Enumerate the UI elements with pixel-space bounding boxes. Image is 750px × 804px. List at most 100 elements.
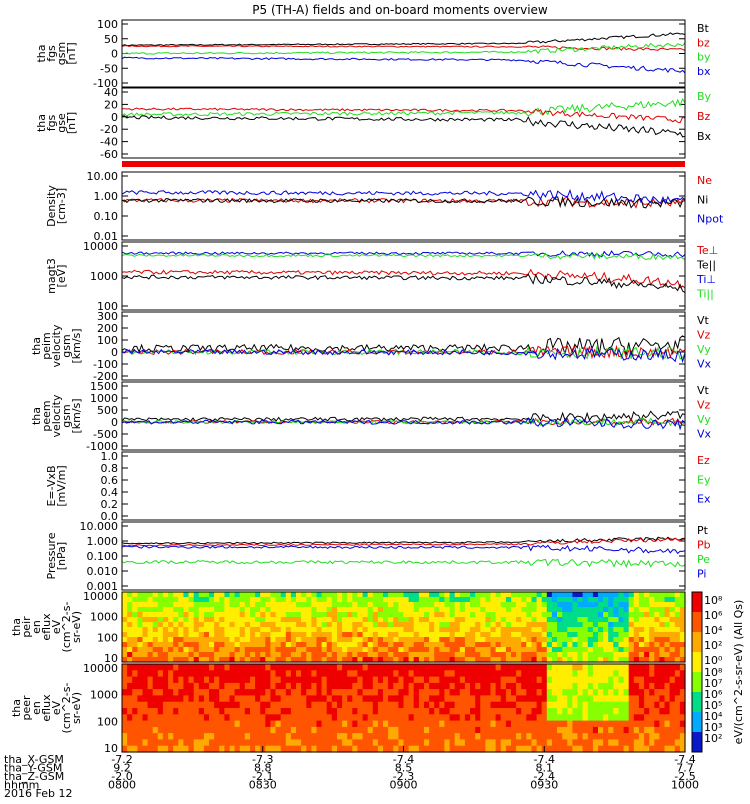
heatmap-cell (352, 632, 358, 638)
heatmap-cell (541, 676, 548, 684)
heatmap-cell (536, 627, 543, 633)
heatmap-cell (557, 689, 563, 696)
heatmap-cell (183, 622, 190, 628)
heatmap-cell (209, 657, 215, 663)
heatmap-cell (505, 622, 512, 628)
heatmap-cell (168, 726, 174, 734)
heatmap-cell (316, 682, 323, 690)
heatmap-cell (408, 642, 415, 648)
heatmap-cell (306, 664, 312, 671)
heatmap-cell (275, 622, 282, 628)
heatmap-cell (470, 607, 476, 613)
heatmap-cell (674, 602, 681, 608)
ytick-label: 1000 (90, 270, 118, 283)
heatmap-cell (490, 745, 497, 753)
heatmap-cell (331, 632, 338, 638)
heatmap-cell (301, 676, 307, 684)
heatmap-cell (367, 726, 374, 734)
heatmap-cell (623, 642, 630, 648)
heatmap-cell (659, 592, 666, 598)
heatmap-cell (239, 701, 246, 709)
heatmap-cell (383, 597, 389, 603)
heatmap-cell (270, 622, 277, 628)
heatmap-cell (582, 647, 589, 653)
heatmap-cell (316, 733, 323, 740)
heatmap-cell (582, 733, 589, 740)
heatmap-cell (357, 739, 364, 747)
heatmap-cell (633, 701, 640, 709)
heatmap-cell (633, 622, 640, 628)
heatmap-cell (198, 612, 205, 618)
heatmap-cell (250, 682, 256, 690)
heatmap-cell (229, 708, 236, 715)
heatmap-cell (388, 733, 394, 740)
heatmap-cell (219, 676, 225, 684)
heatmap-cell (413, 622, 420, 628)
heatmap-cell (598, 602, 604, 608)
heatmap-cell (592, 670, 599, 678)
heatmap-cell (122, 670, 128, 678)
heatmap-cell (613, 739, 619, 747)
heatmap-cell (475, 670, 481, 678)
heatmap-cell (664, 676, 671, 684)
heatmap-cell (275, 617, 282, 623)
heatmap-cell (188, 607, 195, 613)
heatmap-cell (562, 701, 568, 709)
heatmap-cell (572, 637, 579, 643)
heatmap-cell (526, 637, 532, 643)
heatmap-cell (546, 602, 553, 608)
heatmap-cell (132, 695, 138, 703)
heatmap-cell (152, 652, 159, 658)
heatmap-cell (541, 592, 548, 598)
heatmap-cell (260, 607, 266, 613)
heatmap-cell (342, 733, 348, 740)
heatmap-cell (454, 607, 461, 613)
heatmap-cell (669, 670, 676, 678)
heatmap-cell (618, 676, 625, 684)
heatmap-cell (633, 726, 640, 734)
heatmap-cell (587, 617, 594, 623)
heatmap-cell (398, 664, 405, 671)
heatmap-cell (270, 657, 277, 663)
heatmap-cell (244, 664, 251, 671)
heatmap-cell (285, 657, 292, 663)
heatmap-cell (265, 726, 271, 734)
heatmap-cell (209, 726, 215, 734)
heatmap-cell (439, 617, 445, 623)
heatmap-cell (193, 745, 200, 753)
heatmap-cell (470, 657, 476, 663)
heatmap-cell (638, 682, 645, 690)
heatmap-cell (541, 617, 548, 623)
heatmap-cell (454, 739, 461, 747)
heatmap-cell (613, 652, 619, 658)
heatmap-cell (659, 652, 666, 658)
heatmap-cell (352, 652, 358, 658)
heatmap-cell (618, 708, 625, 715)
heatmap-cell (546, 701, 553, 709)
heatmap-cell (674, 695, 681, 703)
heatmap-cell (142, 745, 149, 753)
heatmap-cell (592, 726, 599, 734)
heatmap-cell (592, 602, 599, 608)
heatmap-cell (132, 714, 138, 722)
heatmap-cell (250, 612, 256, 618)
heatmap-cell (260, 682, 266, 690)
heatmap-cell (331, 627, 338, 633)
heatmap-cell (193, 682, 200, 690)
ylabel-line: eflux (40, 613, 53, 641)
heatmap-cell (265, 632, 271, 638)
heatmap-cell (531, 637, 538, 643)
heatmap-cell (444, 714, 451, 722)
heatmap-cell (362, 733, 369, 740)
heatmap-cell (321, 607, 328, 613)
heatmap-cell (403, 670, 410, 678)
heatmap-cell (122, 701, 128, 709)
heatmap-cell (219, 701, 225, 709)
heatmap-cell (265, 647, 271, 653)
heatmap-cell (608, 652, 614, 658)
heatmap-cell (664, 689, 671, 696)
heatmap-cell (142, 689, 149, 696)
heatmap-cell (516, 627, 522, 633)
heatmap-cell (367, 720, 374, 728)
